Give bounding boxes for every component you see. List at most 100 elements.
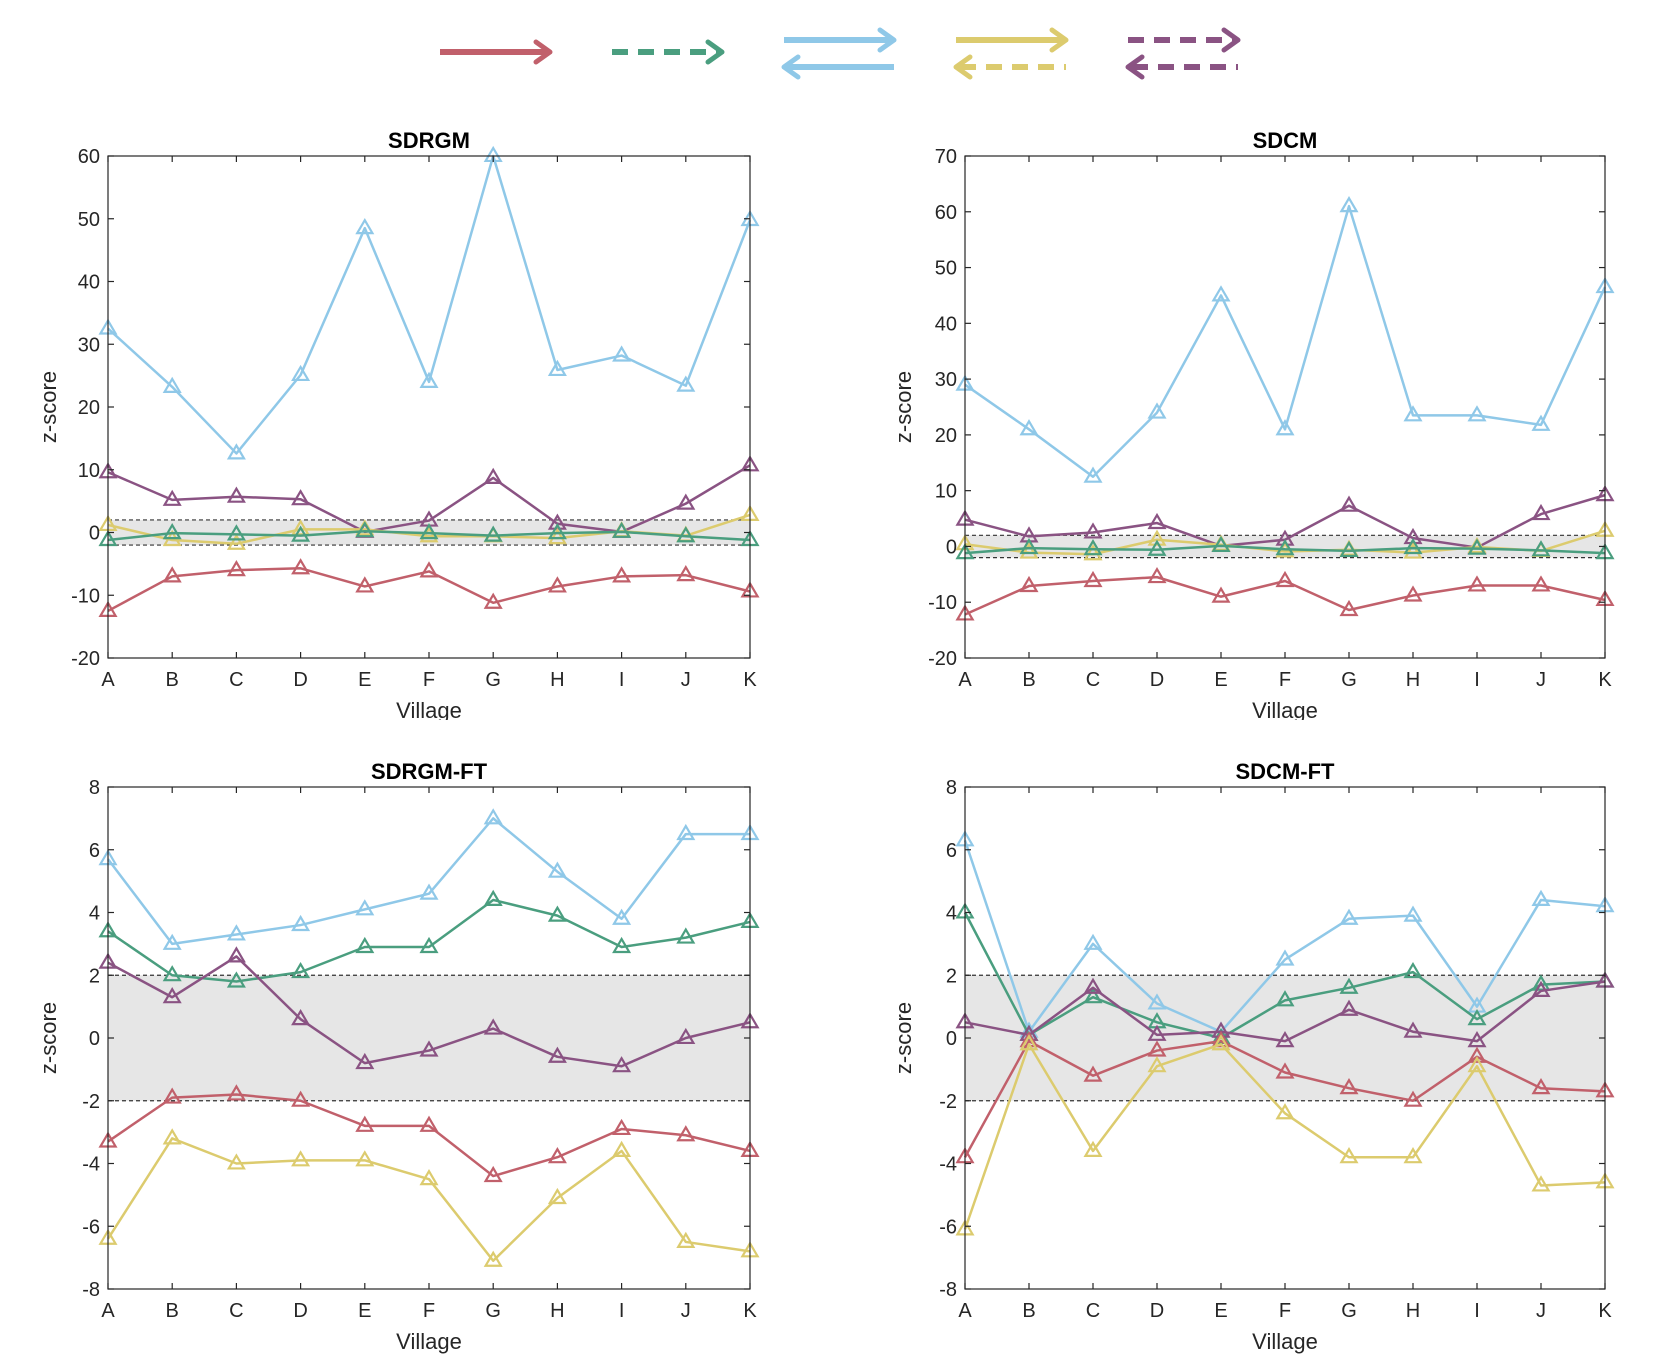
data-point-purple-G: [483, 1018, 503, 1035]
data-point-green-J: [676, 927, 696, 944]
data-point-red-D: [291, 1090, 311, 1107]
data-point-green-E: [1211, 535, 1231, 552]
data-point-red-C: [1083, 570, 1103, 588]
legend: [440, 27, 1241, 80]
data-point-yellow-I: [612, 1140, 632, 1158]
data-point-yellow-E: [355, 1150, 375, 1167]
significance-band: [108, 975, 750, 1101]
chart-sdrgm-ft: -8 -6 -4 -2 0 2 4 6 8 A B C D E F G H I J K SDRGM-FT Village z…: [36, 759, 760, 1354]
data-point-blue-E: [355, 899, 375, 916]
significance-band: [965, 975, 1605, 1101]
data-point-yellow-H: [547, 1187, 567, 1205]
y-tick-label: 6: [89, 840, 100, 862]
data-point-blue-J: [1531, 414, 1551, 431]
data-point-blue-C: [1083, 933, 1103, 950]
data-point-purple-H: [1403, 1021, 1423, 1038]
data-point-green-H: [1403, 961, 1423, 979]
data-point-blue-J: [676, 375, 696, 392]
data-point-green-B: [162, 965, 182, 982]
y-tick-label: -8: [82, 1279, 100, 1301]
data-point-blue-D: [291, 364, 311, 382]
data-point-green-G: [483, 889, 503, 907]
data-point-red-G: [483, 1165, 503, 1183]
data-point-green-J: [1531, 974, 1551, 991]
data-point-yellow-J: [676, 1231, 696, 1248]
x-tick-label: I: [1474, 1300, 1480, 1322]
data-point-purple-J: [676, 1027, 696, 1045]
data-point-yellow-C: [226, 533, 246, 550]
data-point-green-I: [1467, 1009, 1487, 1026]
x-tick-label: E: [358, 669, 371, 691]
x-tick-label: B: [1022, 669, 1035, 691]
series-line-green: [963, 911, 1606, 1040]
plot-area: [108, 156, 750, 658]
legend-blue-double-arrow: [781, 27, 897, 80]
legend-arrow-head-left-icon: [1125, 54, 1145, 80]
data-point-red-H: [1403, 585, 1423, 602]
significance-band: [965, 535, 1605, 558]
series-line-red: [963, 1039, 1606, 1158]
data-point-purple-J: [676, 493, 696, 510]
data-point-yellow-B: [1019, 542, 1039, 559]
chart-title: SDCM: [1253, 128, 1318, 153]
data-point-green-I: [612, 936, 632, 954]
data-point-red-J: [676, 564, 696, 582]
series-line-blue: [107, 817, 750, 946]
data-point-red-F: [1275, 570, 1295, 588]
x-tick-label: E: [1214, 669, 1227, 691]
x-tick-label: J: [681, 1300, 691, 1322]
data-point-red-E: [1211, 586, 1231, 603]
series-line-red: [107, 1093, 751, 1178]
data-point-blue-E: [355, 217, 375, 235]
data-point-yellow-F: [419, 1169, 439, 1186]
data-point-red-H: [547, 1147, 567, 1164]
series-line-blue: [963, 839, 1606, 1033]
data-point-green-I: [612, 521, 632, 538]
series-line-yellow: [106, 1137, 751, 1263]
y-tick-label: 70: [935, 146, 957, 168]
x-tick-label: A: [958, 669, 972, 691]
data-point-green-H: [547, 522, 567, 540]
y-tick-label: -4: [82, 1154, 100, 1176]
data-point-blue-B: [162, 376, 182, 393]
data-point-red-E: [355, 576, 375, 593]
data-point-purple-C: [1083, 977, 1103, 994]
series-red: [98, 558, 760, 617]
data-point-red-C: [1083, 1065, 1103, 1082]
data-point-green-E: [355, 936, 375, 954]
x-tick-label: A: [958, 1300, 972, 1322]
chart-sdcm-ft: -8 -6 -4 -2 0 2 4 6 8 A B C D E F G H I J K SDCM-FT Village z-…: [891, 759, 1615, 1354]
x-tick-label: F: [1279, 669, 1291, 691]
x-tick-label: D: [1150, 669, 1164, 691]
data-point-red-H: [1403, 1090, 1423, 1107]
y-tick-label: 60: [935, 202, 957, 224]
data-point-purple-H: [547, 1046, 567, 1063]
y-tick-label: 50: [935, 258, 957, 280]
data-point-purple-D: [1147, 512, 1167, 530]
data-point-yellow-B: [1019, 1034, 1039, 1051]
x-tick-label: F: [423, 1300, 435, 1322]
data-point-purple-I: [1467, 1030, 1487, 1048]
y-tick-label: 6: [946, 840, 957, 862]
y-tick-label: 0: [946, 536, 957, 558]
data-point-green-G: [1339, 977, 1359, 994]
x-tick-label: D: [1150, 1300, 1164, 1322]
data-point-purple-F: [419, 1040, 439, 1057]
data-point-yellow-C: [1083, 544, 1103, 561]
data-point-blue-D: [1147, 993, 1167, 1010]
x-tick-label: C: [1086, 1300, 1100, 1322]
data-point-green-H: [547, 905, 567, 922]
chart-sdcm: -20 -10 0 10 20 30 40 50 60 70 A B C D E F G H I J K SDCM Vill…: [891, 128, 1615, 720]
data-point-yellow-H: [547, 527, 567, 545]
data-point-yellow-H: [1403, 542, 1423, 559]
data-point-blue-J: [1531, 889, 1551, 907]
data-point-red-J: [1531, 575, 1551, 592]
x-tick-label: B: [166, 669, 179, 691]
x-tick-label: F: [423, 669, 435, 691]
data-point-green-B: [162, 522, 182, 540]
y-tick-label: 0: [89, 1028, 100, 1050]
data-point-blue-C: [226, 924, 246, 941]
y-tick-label: 8: [946, 777, 957, 799]
data-point-green-G: [1339, 540, 1359, 557]
data-point-green-I: [1467, 538, 1487, 555]
